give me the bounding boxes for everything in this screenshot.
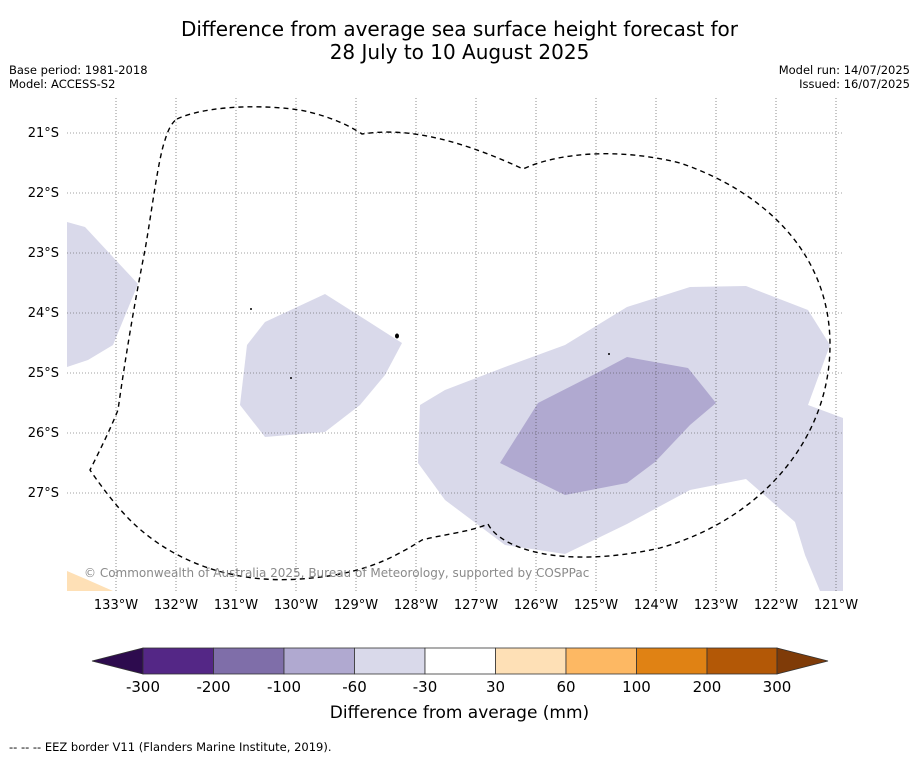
lat-label: 24°S <box>27 306 59 321</box>
colorbar-tick: 100 <box>622 678 651 696</box>
colorbar-segment <box>706 647 778 675</box>
lon-label: 130°W <box>273 598 319 613</box>
colorbar-segment <box>354 647 426 675</box>
eez-border <box>89 106 831 581</box>
title-line-2: 28 July to 10 August 2025 <box>329 40 590 64</box>
lat-label: 25°S <box>27 366 59 381</box>
title-line-1: Difference from average sea surface heig… <box>180 17 739 41</box>
colorbar-segment <box>283 647 355 675</box>
model-info: Base period: 1981-2018 Model: ACCESS-S2 <box>9 63 148 91</box>
lon-label: 126°W <box>513 598 559 613</box>
lon-label: 121°W <box>813 598 859 613</box>
lon-label: 123°W <box>693 598 739 613</box>
colorbar-segment <box>213 647 285 675</box>
colorbar-segment <box>424 647 496 675</box>
colorbar-segment <box>565 647 637 675</box>
lon-label: 131°W <box>213 598 259 613</box>
graticule <box>67 98 843 591</box>
island <box>290 377 292 379</box>
colorbar-tick: 30 <box>485 678 506 696</box>
model-name: Model: ACCESS-S2 <box>9 77 116 91</box>
colorbar-tick: 200 <box>692 678 722 696</box>
copyright-notice: © Commonwealth of Australia 2025, Bureau… <box>84 566 590 580</box>
colorbar-segment <box>495 647 567 675</box>
colorbar-title: Difference from average (mm) <box>329 703 590 723</box>
lat-label: 23°S <box>27 246 59 261</box>
islands <box>250 308 610 379</box>
lon-label: 132°W <box>153 598 199 613</box>
island <box>395 333 399 339</box>
colorbar <box>91 647 829 675</box>
base-period: Base period: 1981-2018 <box>9 63 148 77</box>
colorbar-tick: -200 <box>196 678 231 696</box>
lon-label: 128°W <box>393 598 439 613</box>
issued-date: Issued: 16/07/2025 <box>799 77 910 91</box>
lon-label: 125°W <box>573 598 619 613</box>
run-info: Model run: 14/07/2025 Issued: 16/07/2025 <box>779 63 910 91</box>
positive-anomaly-corner <box>67 571 113 591</box>
colorbar-segment <box>636 647 708 675</box>
strong-negative-anomaly-core <box>500 357 716 495</box>
eez-footnote: -- -- -- EEZ border V11 (Flanders Marine… <box>9 740 332 754</box>
lon-label: 133°W <box>93 598 139 613</box>
anomaly-fields <box>67 222 843 591</box>
model-run: Model run: 14/07/2025 <box>778 63 910 77</box>
negative-anomaly-central <box>240 294 402 437</box>
colorbar-extend-low <box>91 647 144 675</box>
lat-label: 27°S <box>27 486 59 501</box>
lon-label: 127°W <box>453 598 499 613</box>
colorbar-extend-high <box>776 647 829 675</box>
colorbar-tick: 300 <box>762 678 792 696</box>
lon-label: 122°W <box>753 598 799 613</box>
map-title: Difference from average sea surface heig… <box>0 18 919 64</box>
colorbar-tick: -100 <box>266 678 302 696</box>
colorbar-tick: -60 <box>342 678 367 696</box>
colorbar-tick: -300 <box>125 678 161 696</box>
island <box>608 353 610 355</box>
negative-anomaly-west <box>67 222 138 367</box>
colorbar-tick: -30 <box>412 678 438 696</box>
colorbar-segment <box>142 647 214 675</box>
lat-label: 26°S <box>27 426 59 441</box>
island <box>250 308 252 310</box>
lon-label: 129°W <box>333 598 379 613</box>
lat-label: 22°S <box>27 186 59 201</box>
lat-label: 21°S <box>27 126 59 141</box>
colorbar-tick: 60 <box>556 678 576 696</box>
lon-label: 124°W <box>633 598 679 613</box>
